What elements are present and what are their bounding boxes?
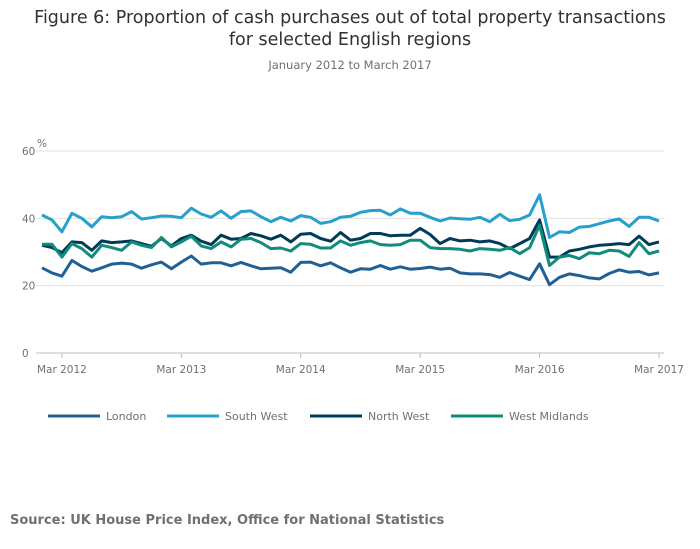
chart-subtitle: January 2012 to March 2017 xyxy=(268,58,432,72)
legend-label: West Midlands xyxy=(509,410,589,423)
x-tick-label: Mar 2017 xyxy=(634,364,684,376)
y-tick-label: 40 xyxy=(22,213,35,225)
series-line-west-midlands xyxy=(42,223,660,267)
x-tick-label: Mar 2015 xyxy=(395,364,445,376)
y-axis-unit-label: % xyxy=(37,138,47,150)
y-tick-label: 60 xyxy=(22,146,35,158)
y-tick-label: 0 xyxy=(22,348,29,360)
series-line-south-west xyxy=(41,193,660,239)
x-tick-label: Mar 2014 xyxy=(276,364,326,376)
x-tick-label: Mar 2013 xyxy=(156,364,206,376)
chart-title: Figure 6: Proportion of cash purchases o… xyxy=(0,7,700,51)
chart-title-line-2: for selected English regions xyxy=(228,30,472,50)
source-note: Source: UK House Price Index, Office for… xyxy=(10,513,445,528)
series-line-north-west xyxy=(41,218,660,259)
legend-label: South West xyxy=(225,410,288,423)
x-tick-label: Mar 2012 xyxy=(37,364,87,376)
x-tick-label: Mar 2016 xyxy=(515,364,565,376)
legend-label: London xyxy=(106,410,146,423)
chart-title-line-1: Figure 6: Proportion of cash purchases o… xyxy=(34,8,666,28)
y-tick-label: 20 xyxy=(22,281,35,293)
legend-label: North West xyxy=(368,410,430,423)
series-line-london xyxy=(41,254,660,287)
